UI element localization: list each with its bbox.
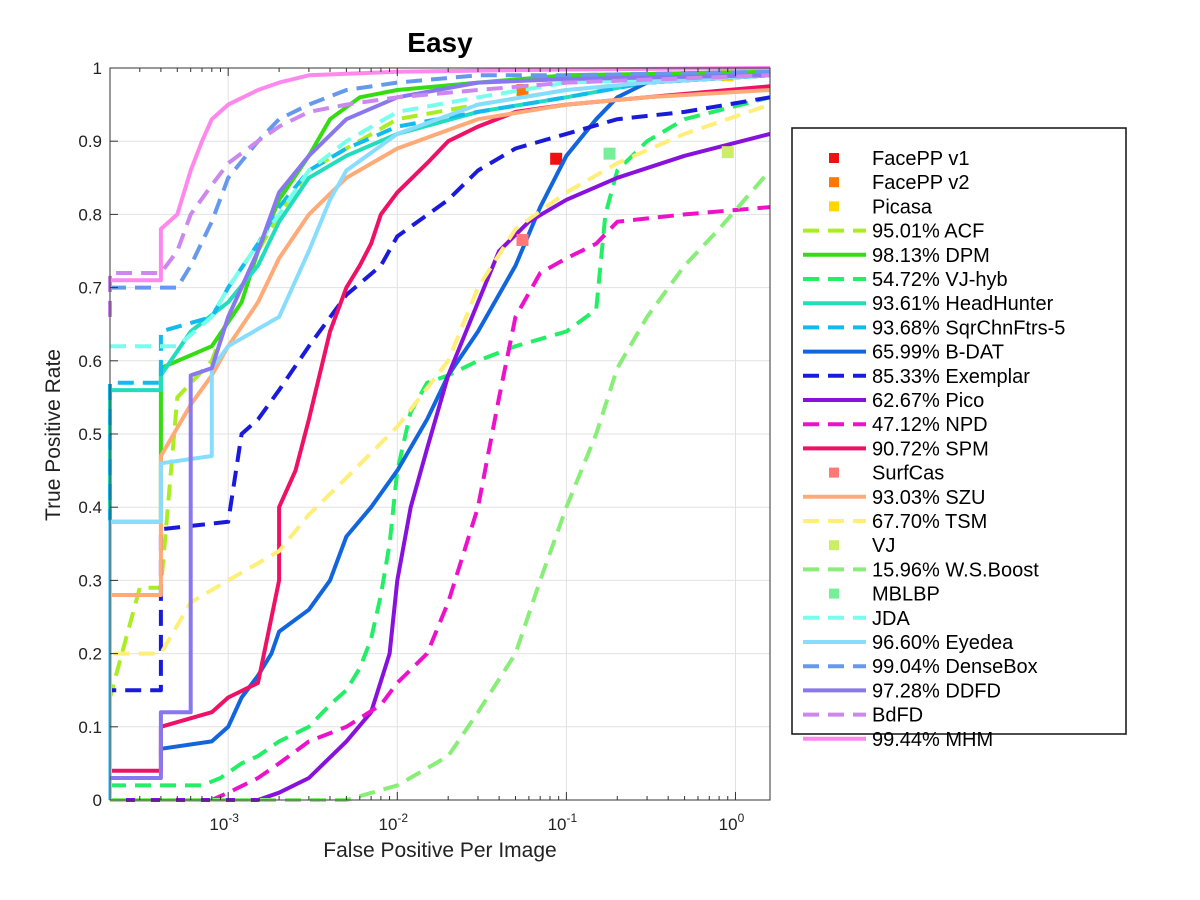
x-tick-label: 10-2 (378, 811, 408, 834)
axes-box (109, 67, 771, 801)
legend-label: 96.60% Eyedea (872, 632, 1014, 654)
x-tick-label: 100 (719, 811, 745, 834)
series-line-12 (110, 84, 771, 773)
legend-label: Picasa (872, 196, 933, 218)
series-line-15 (108, 102, 771, 800)
y-tick-label: 0 (93, 791, 102, 810)
series-line-23 (108, 73, 771, 317)
legend-label: 54.72% VJ-hyb (872, 269, 1008, 291)
legend-marker (829, 467, 839, 478)
y-tick-label: 0.8 (78, 205, 102, 224)
series-line-7 (108, 73, 771, 800)
legend-label: 93.03% SZU (872, 487, 985, 509)
legend-label: 93.61% HeadHunter (872, 293, 1054, 315)
y-tick-label: 0.2 (78, 645, 102, 664)
series-line-10 (110, 131, 771, 802)
legend-label: 99.04% DenseBox (872, 656, 1038, 678)
series-line-19 (110, 73, 771, 349)
series-point-0 (550, 152, 563, 165)
legend-box (791, 127, 1127, 735)
series-line-20 (108, 73, 771, 800)
legend-label: BdFD (872, 705, 923, 727)
x-axis-label: False Positive Per Image (323, 839, 556, 862)
legend-marker (829, 201, 839, 212)
legend-label: VJ (872, 535, 895, 557)
series-line-9 (108, 95, 771, 800)
y-tick-label: 0.7 (78, 279, 102, 298)
legend-label: 98.13% DPM (872, 245, 990, 267)
legend-marker (829, 177, 839, 188)
y-tick-label: 0.3 (78, 571, 102, 590)
y-tick-label: 0.6 (78, 352, 102, 371)
legend-label: SurfCas (872, 463, 944, 485)
legend-label: 47.12% NPD (872, 414, 988, 436)
legend-label: JDA (872, 608, 910, 630)
legend-marker (829, 153, 839, 163)
legend-label: 85.33% Exemplar (872, 366, 1030, 388)
legend-label: 90.72% SPM (872, 438, 989, 460)
legend-label: 97.28% DDFD (872, 680, 1001, 702)
series-line-5 (110, 95, 771, 788)
legend-label: 67.70% TSM (872, 511, 987, 533)
legend-label: 62.67% Pico (872, 390, 984, 412)
series-point-16 (721, 146, 734, 159)
plot-frame (109, 67, 771, 801)
y-axis-label: True Positive Rate (42, 349, 65, 521)
series-line-24 (110, 66, 771, 283)
legend-label: 15.96% W.S.Boost (872, 559, 1039, 581)
y-axis-ticks: 0 0.1 0.2 0.3 0.4 0.5 0.6 0.7 0.8 0.9 1 (78, 59, 102, 810)
legend-label: FacePP v1 (872, 148, 969, 170)
legend-label: 95.01% ACF (872, 221, 984, 243)
legend-marker (829, 540, 839, 551)
chart-title: Easy (407, 27, 473, 58)
series-line-22 (110, 73, 771, 780)
legend-label: 65.99% B-DAT (872, 342, 1004, 364)
series-line-3 (108, 73, 771, 800)
y-tick-label: 1 (93, 59, 102, 78)
y-tick-label: 0.4 (78, 498, 102, 517)
y-tick-label: 0.1 (78, 718, 102, 737)
series-point-18 (603, 147, 616, 160)
series-line-17 (110, 169, 772, 802)
x-tick-label: 10-1 (548, 811, 578, 834)
series-line-14 (108, 88, 771, 800)
plot-series (108, 66, 772, 802)
y-tick-label: 0.9 (78, 132, 102, 151)
legend-label: 99.44% MHM (872, 729, 993, 751)
legend-marker (829, 588, 839, 599)
legend-label: FacePP v2 (872, 172, 969, 194)
legend-label: MBLBP (872, 584, 940, 606)
series-point-13 (516, 234, 529, 247)
x-tick-label: 10-3 (209, 811, 239, 834)
legend-label: 93.68% SqrChnFtrs-5 (872, 317, 1065, 339)
x-axis-ticks: 10-3 10-2 10-1 100 (209, 811, 744, 834)
series-line-11 (110, 205, 771, 802)
y-tick-label: 0.5 (78, 425, 102, 444)
series-line-8 (158, 73, 771, 757)
